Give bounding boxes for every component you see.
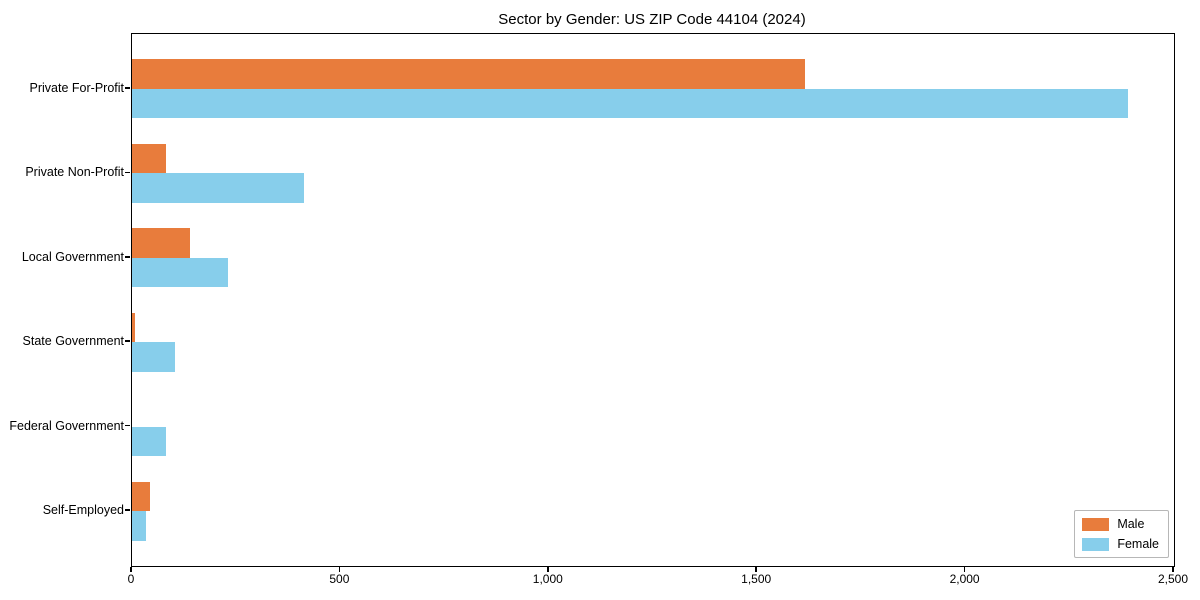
bar-female-local-government [132,257,228,288]
bar-female-self-employed [132,511,147,541]
bar-male-self-employed [132,481,150,512]
female-swatch-icon [1082,537,1110,551]
male-swatch-icon [1082,517,1110,531]
x-tick-label-500: 500 [329,572,350,586]
x-tick-label-1500: 1,500 [741,572,772,586]
x-tick-mark-0 [130,566,132,572]
y-tick-mark-private-for-profit [124,87,130,89]
x-tick-mark-2000 [963,566,966,572]
x-tick-label-0: 0 [127,572,135,586]
bar-female-state-government [132,342,175,372]
category-label-self-employed: Self-Employed [42,503,124,518]
bar-female-private-for-profit [132,88,1129,119]
x-tick-mark-500 [338,566,341,572]
legend: Male Female [1074,510,1169,558]
x-tick-label-1000: 1,000 [532,572,563,586]
bar-female-private-non-profit [132,173,305,203]
y-tick-mark-local-government [124,256,130,258]
chart-title: Sector by Gender: US ZIP Code 44104 (202… [498,11,806,28]
legend-item-female: Female [1082,537,1159,551]
category-label-private-non-profit: Private Non-Profit [25,165,124,180]
x-tick-mark-2500 [1172,566,1174,572]
legend-label-male: Male [1117,517,1145,531]
x-tick-mark-1000 [547,566,549,572]
bar-male-state-government [132,312,135,343]
category-label-federal-government: Federal Government [9,418,124,433]
category-label-state-government: State Government [22,334,124,349]
y-tick-mark-private-non-profit [124,171,130,174]
legend-item-male: Male [1082,517,1159,531]
x-tick-mark-1500 [755,566,757,572]
legend-label-female: Female [1117,537,1159,551]
plot-area: Male Female [131,33,1175,567]
bar-male-private-non-profit [132,143,167,174]
bar-male-private-for-profit [132,59,806,89]
x-tick-label-2500: 2,500 [1157,572,1189,586]
category-label-local-government: Local Government [21,249,124,264]
category-label-private-for-profit: Private For-Profit [29,80,124,95]
y-tick-mark-federal-government [124,424,130,427]
bar-male-local-government [132,228,191,258]
bar-female-federal-government [132,426,167,457]
x-tick-label-2000: 2,000 [949,572,980,586]
y-tick-mark-self-employed [124,509,130,511]
y-tick-mark-state-government [124,340,130,342]
